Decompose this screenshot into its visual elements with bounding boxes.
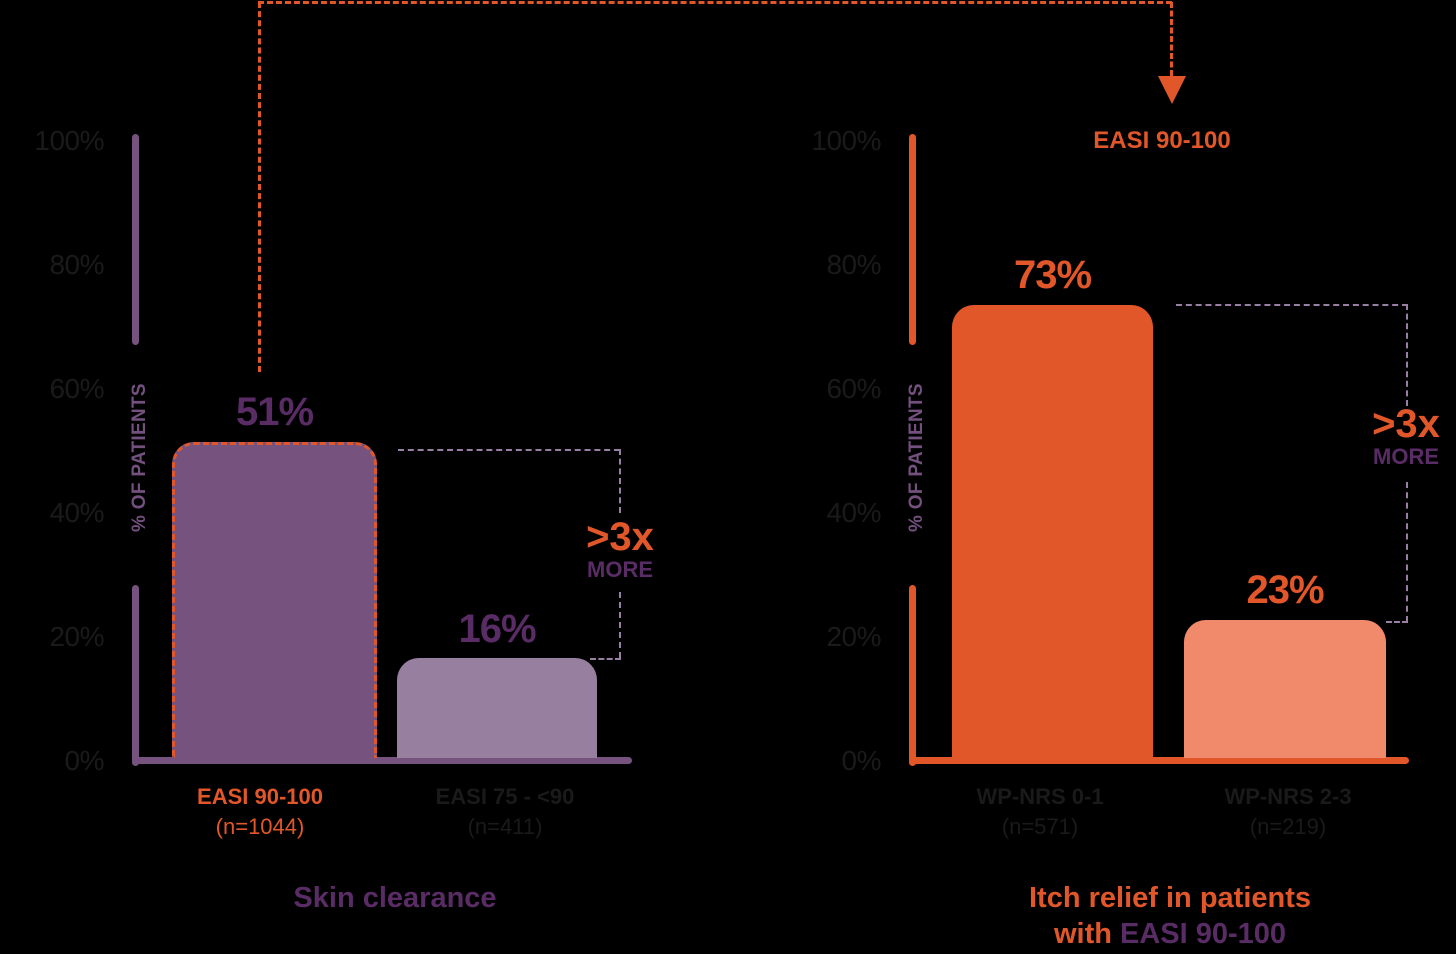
category-n: (n=219): [1249, 814, 1327, 839]
bar-value-label: 51%: [235, 390, 314, 434]
y-tick: 80%: [826, 249, 881, 280]
multiplier-annotation: >3x MORE: [565, 517, 675, 581]
y-tick: 0%: [841, 745, 882, 776]
chart-title: Itch relief in patients with EASI 90-100: [960, 880, 1380, 952]
y-axis-label: % OF PATIENTS: [129, 383, 150, 532]
y-axis-upper: [909, 134, 916, 345]
chart-title-prefix: with: [1053, 918, 1120, 950]
bracket-top: [398, 449, 620, 451]
connector-right-vertical: [1170, 2, 1173, 76]
y-tick: 60%: [49, 373, 104, 404]
category-n: (n=411): [467, 814, 543, 839]
y-tick: 60%: [826, 373, 881, 404]
y-tick: 20%: [49, 621, 104, 652]
y-axis-label: % OF PATIENTS: [906, 383, 927, 532]
category-name: EASI 90-100: [197, 784, 323, 809]
bar-value-label: 73%: [1013, 253, 1092, 297]
bar-easi-75-90: [397, 658, 597, 758]
category-label: EASI 75 - <90 (n=411): [395, 782, 615, 842]
y-tick: 100%: [811, 125, 881, 156]
connector-left-vertical: [258, 2, 261, 372]
category-label: WP-NRS 2-3 (n=219): [1178, 782, 1398, 842]
y-tick: 40%: [49, 497, 104, 528]
category-name: WP-NRS 2-3: [1224, 784, 1352, 809]
multiplier-annotation: >3x MORE: [1356, 404, 1456, 468]
category-name: EASI 75 - <90: [435, 784, 575, 809]
category-label: EASI 90-100 (n=1044): [150, 782, 370, 842]
y-axis-lower: [909, 585, 916, 766]
chart-title-highlight: EASI 90-100: [1120, 918, 1287, 950]
connector-label: EASI 90-100: [1093, 127, 1231, 154]
multiplier-value: >3x: [586, 515, 654, 559]
category-label: WP-NRS 0-1 (n=571): [930, 782, 1150, 842]
category-n: (n=1044): [215, 814, 305, 839]
bracket-right-upper: [1406, 304, 1408, 406]
x-axis-baseline: [909, 757, 1409, 764]
y-tick: 100%: [34, 125, 104, 156]
multiplier-text: MORE: [587, 557, 653, 582]
bar-easi-90-100: [172, 442, 377, 758]
bracket-bottom: [590, 658, 621, 660]
multiplier-text: MORE: [1373, 444, 1439, 469]
multiplier-value: >3x: [1372, 402, 1440, 446]
arrow-down-icon: [1158, 76, 1186, 104]
bracket-right-lower: [1406, 482, 1408, 622]
bar-wp-nrs-0-1: [952, 305, 1153, 758]
y-axis-upper: [132, 134, 139, 345]
x-axis-baseline: [132, 757, 632, 764]
bracket-right-lower: [619, 592, 621, 658]
chart-title: Skin clearance: [293, 882, 497, 914]
y-tick: 0%: [64, 745, 105, 776]
bracket-bottom: [1386, 621, 1408, 623]
bar-wp-nrs-2-3: [1184, 620, 1386, 758]
connector-top-horizontal: [258, 1, 1172, 4]
chart-title-line1: Itch relief in patients: [1029, 882, 1311, 914]
y-tick: 80%: [49, 249, 104, 280]
y-tick: 40%: [826, 497, 881, 528]
bar-value-label: 23%: [1246, 568, 1324, 612]
category-n: (n=571): [1001, 814, 1079, 839]
bracket-right-upper: [619, 449, 621, 513]
bracket-top: [1176, 304, 1408, 306]
y-tick: 20%: [826, 621, 881, 652]
category-name: WP-NRS 0-1: [976, 784, 1104, 809]
bar-value-label: 16%: [458, 607, 536, 651]
y-axis-lower: [132, 585, 139, 766]
chart-title-line2: with EASI 90-100: [960, 916, 1380, 952]
